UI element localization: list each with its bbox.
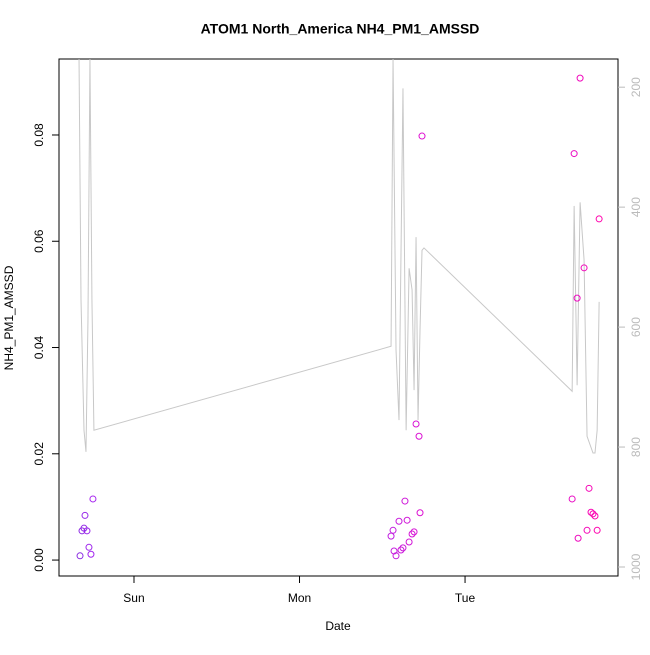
data-point — [405, 538, 413, 546]
data-point — [399, 544, 407, 552]
x-axis-label: Date — [325, 619, 351, 633]
data-point — [576, 74, 584, 82]
data-point — [85, 543, 93, 551]
data-point — [570, 150, 578, 158]
data-point — [416, 509, 424, 517]
data-point — [403, 516, 411, 524]
y-tick-label: 0.04 — [32, 336, 46, 360]
data-point — [585, 484, 593, 492]
data-point — [589, 510, 597, 518]
y2-tick-label: 800 — [629, 437, 643, 457]
data-point — [583, 526, 591, 534]
data-point — [81, 511, 89, 519]
x-tick-label: Tue — [455, 591, 476, 605]
plot-area — [76, 59, 603, 560]
y2-tick-label: 200 — [629, 77, 643, 97]
data-point — [415, 432, 423, 440]
y2-tick-label: 400 — [629, 197, 643, 217]
data-point — [580, 264, 588, 272]
data-point — [574, 534, 582, 542]
y-tick-label: 0.08 — [32, 123, 46, 147]
data-point — [595, 215, 603, 223]
data-point — [410, 528, 418, 536]
data-point — [83, 527, 91, 535]
y2-tick-label: 600 — [629, 317, 643, 337]
x-tick-label: Mon — [288, 591, 311, 605]
data-point — [389, 526, 397, 534]
data-point — [568, 495, 576, 503]
data-point — [418, 132, 426, 140]
x-tick-label: Sun — [123, 591, 144, 605]
data-point — [392, 552, 400, 560]
data-point — [87, 550, 95, 558]
data-point — [397, 546, 405, 554]
chart-title: ATOM1 North_America NH4_PM1_AMSSD — [201, 21, 480, 37]
data-point — [401, 497, 409, 505]
y-axis-label: NH4_PM1_AMSSD — [2, 265, 16, 370]
data-point — [395, 517, 403, 525]
data-point — [408, 530, 416, 538]
data-point — [593, 526, 601, 534]
y-tick-label: 0.02 — [32, 442, 46, 466]
data-point — [587, 508, 595, 516]
pressure-line — [78, 59, 600, 454]
y-tick-label: 0.06 — [32, 229, 46, 253]
data-point — [573, 294, 581, 302]
data-point — [412, 420, 420, 428]
data-point — [76, 552, 84, 560]
y2-tick-label: 1000 — [629, 553, 643, 580]
data-point — [591, 512, 599, 520]
plot-frame — [58, 58, 619, 577]
data-point — [89, 495, 97, 503]
y-tick-label: 0.00 — [32, 548, 46, 572]
